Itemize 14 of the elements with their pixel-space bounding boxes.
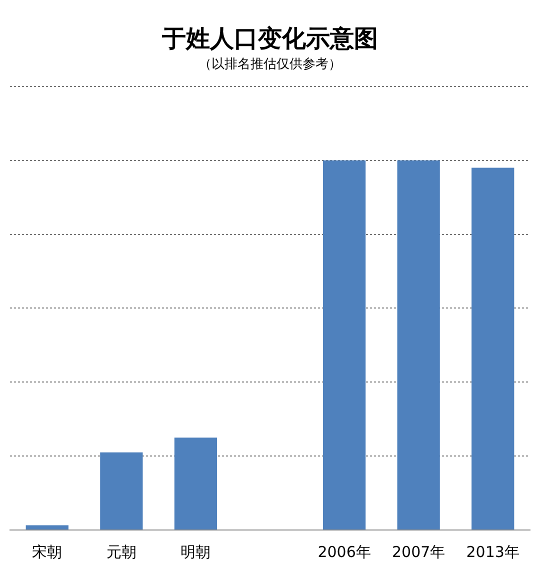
bar bbox=[174, 438, 218, 530]
x-tick-label: 2013年 bbox=[466, 542, 520, 561]
chart-title: 于姓人口变化示意图 bbox=[161, 24, 378, 53]
x-tick-label: 明朝 bbox=[180, 542, 211, 561]
chart-subtitle: （以排名推估仅供参考） bbox=[198, 56, 342, 72]
bar bbox=[26, 525, 68, 530]
bar bbox=[100, 452, 143, 530]
x-tick-label: 2006年 bbox=[318, 542, 371, 561]
bar bbox=[322, 160, 366, 530]
x-tick-label: 2007年 bbox=[392, 542, 446, 561]
bar bbox=[472, 168, 514, 530]
x-tick-label: 宋朝 bbox=[32, 542, 62, 561]
x-tick-label: 元朝 bbox=[106, 542, 136, 561]
bar bbox=[397, 160, 440, 530]
